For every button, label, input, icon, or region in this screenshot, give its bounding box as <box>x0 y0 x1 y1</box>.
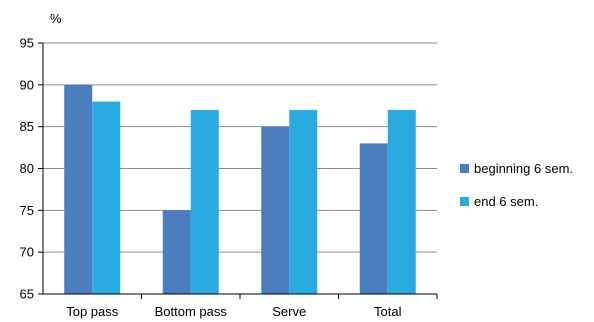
y-tick-label: 90 <box>20 77 34 92</box>
bar-beginning-1 <box>162 210 191 294</box>
x-tick-label: Serve <box>272 304 306 319</box>
y-tick-label: 85 <box>20 119 34 134</box>
bar-end-3 <box>387 109 416 294</box>
x-tick-label: Top pass <box>66 304 119 319</box>
bar-end-1 <box>190 109 219 294</box>
bar-end-2 <box>289 109 318 294</box>
legend: beginning 6 sem. end 6 sem. <box>460 161 573 209</box>
legend-label: beginning 6 sem. <box>474 161 573 176</box>
x-tick-labels: Top pass Bottom pass Serve Total <box>66 294 438 319</box>
bars <box>64 84 416 295</box>
x-tick-label: Total <box>374 304 402 319</box>
y-tick-label: 65 <box>20 287 34 302</box>
y-tick-label: 95 <box>20 36 34 51</box>
bar-end-0 <box>92 101 121 294</box>
y-tick-label: 70 <box>20 245 34 260</box>
bar-beginning-2 <box>261 126 290 295</box>
legend-label: end 6 sem. <box>474 194 538 209</box>
legend-swatch <box>460 164 469 173</box>
y-axis-label: % <box>50 11 62 26</box>
y-tick-label: 75 <box>20 203 34 218</box>
y-tick-labels: 65 70 75 80 85 90 95 <box>20 36 34 302</box>
bar-beginning-0 <box>64 84 93 294</box>
x-tick-label: Bottom pass <box>155 304 228 319</box>
y-tick-label: 80 <box>20 161 34 176</box>
legend-swatch <box>460 197 469 206</box>
bar-beginning-3 <box>359 143 388 294</box>
